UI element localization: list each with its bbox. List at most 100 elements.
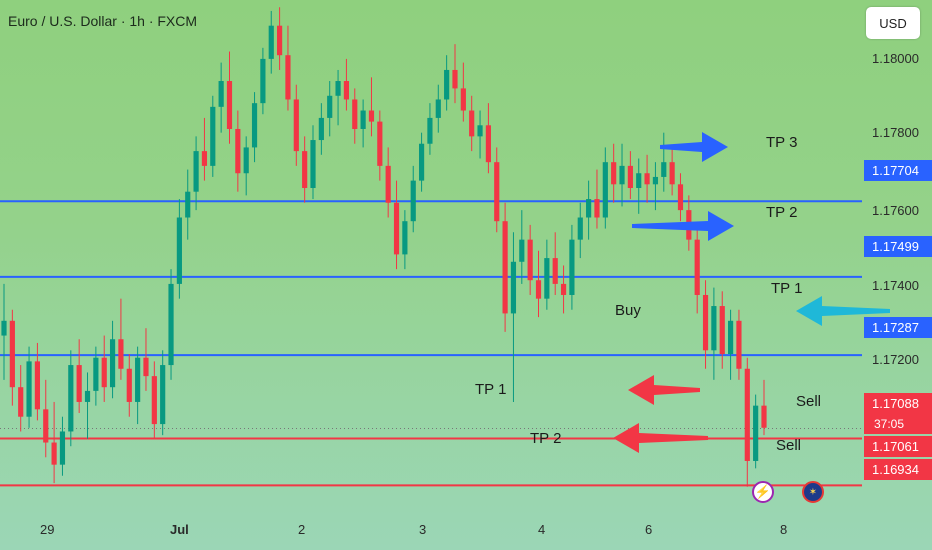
candle-body-49 (410, 180, 416, 222)
current-price-label: 1.17088 (864, 393, 932, 414)
candle-body-13 (109, 339, 116, 388)
tp1-sell-label: TP 1 (475, 381, 507, 398)
candle-body-0 (1, 320, 7, 336)
candle-body-86 (719, 306, 725, 354)
candle-body-39 (327, 95, 333, 118)
bar-countdown: 37:05 (864, 414, 932, 434)
candle-body-15 (126, 368, 132, 402)
candle-body-62 (519, 239, 525, 262)
candle-body-57 (477, 125, 483, 137)
tp1-sell-arrow (628, 375, 700, 405)
currency-button[interactable]: USD (866, 7, 920, 39)
candle-body-44 (368, 110, 375, 122)
candle-body-27 (226, 81, 233, 129)
sell1-price-label: 1.17061 (864, 436, 932, 457)
candle-body-8 (68, 365, 74, 432)
candle-body-74 (619, 165, 625, 185)
tp2-sell-arrow (613, 423, 708, 453)
candle-body-65 (544, 258, 550, 299)
candle-body-40 (335, 81, 341, 96)
candle-body-91 (761, 405, 767, 428)
candle-body-52 (435, 99, 441, 118)
candle-body-75 (627, 165, 633, 188)
time-tick: 3 (419, 522, 427, 537)
sell2-price-label: 1.16934 (864, 459, 932, 480)
candle-body-12 (101, 357, 107, 388)
price-tick: 1.17800 (872, 125, 919, 140)
candle-body-71 (594, 199, 600, 218)
tp2-label: TP 2 (766, 204, 798, 221)
candle-body-35 (293, 99, 299, 152)
candle-body-18 (151, 376, 157, 425)
candle-body-9 (76, 365, 82, 402)
candle-body-34 (285, 55, 291, 100)
candle-body-81 (677, 184, 684, 211)
chart-title: Euro / U.S. Dollar · 1h · FXCM (8, 13, 198, 29)
candle-body-23 (193, 151, 199, 192)
candle-body-50 (418, 143, 425, 181)
candle-body-56 (469, 110, 475, 137)
candle-body-7 (59, 431, 66, 465)
candle-body-46 (385, 165, 391, 203)
tp3-price-label: 1.17704 (864, 160, 932, 181)
candle-body-61 (510, 261, 517, 314)
candle-body-48 (402, 221, 408, 255)
candle-body-33 (277, 25, 283, 56)
buy-label: Buy (615, 302, 641, 319)
price-tick: 1.17200 (872, 352, 919, 367)
candle-body-17 (143, 357, 149, 377)
candle-body-1 (9, 320, 15, 388)
price-tick: 1.18000 (872, 51, 919, 66)
candle-body-59 (494, 162, 500, 222)
candle-body-38 (318, 117, 324, 141)
candle-body-60 (502, 221, 508, 314)
candle-body-79 (661, 162, 667, 177)
candle-body-4 (34, 361, 40, 410)
candle-body-41 (343, 81, 350, 100)
time-tick: 4 (538, 522, 546, 537)
buy-price-label: 1.17287 (864, 317, 932, 338)
candle-body-20 (168, 283, 174, 366)
candle-body-53 (444, 69, 450, 100)
candle-body-72 (602, 162, 608, 218)
candle-body-42 (352, 99, 358, 129)
tp3-label: TP 3 (766, 134, 798, 151)
candle-body-80 (669, 162, 675, 185)
eu-flag-icon[interactable]: ✶ (802, 481, 824, 503)
candle-body-84 (702, 294, 709, 351)
candle-body-70 (586, 199, 592, 218)
candle-body-88 (736, 320, 742, 369)
price-tick: 1.17400 (872, 278, 919, 293)
candle-body-10 (84, 390, 91, 402)
candle-body-89 (744, 368, 750, 461)
candle-body-19 (160, 365, 166, 425)
candle-body-37 (310, 140, 316, 188)
time-tick: 6 (645, 522, 653, 537)
candle-body-54 (452, 69, 458, 89)
candle-body-43 (360, 110, 366, 129)
sell2-label: Sell (776, 437, 802, 454)
candle-body-32 (268, 25, 274, 59)
candle-body-2 (18, 387, 24, 417)
buy-entry-arrow (796, 296, 890, 326)
candle-body-87 (728, 320, 734, 354)
candle-body-68 (569, 239, 575, 295)
candle-body-3 (26, 361, 32, 417)
candle-body-83 (694, 239, 700, 295)
candle-body-28 (235, 128, 241, 174)
candle-body-36 (302, 151, 308, 188)
candle-body-26 (218, 81, 224, 107)
candle-body-51 (427, 117, 433, 144)
flash-icon[interactable]: ⚡ (752, 481, 774, 503)
candle-body-67 (560, 283, 567, 295)
candle-body-5 (43, 409, 49, 443)
candle-body-64 (535, 280, 542, 299)
candle-body-78 (652, 176, 659, 185)
candle-body-16 (135, 357, 141, 402)
time-tick: 2 (298, 522, 306, 537)
price-tick: 1.17600 (872, 203, 919, 218)
time-tick: 29 (40, 522, 55, 537)
candle-body-11 (93, 357, 99, 391)
